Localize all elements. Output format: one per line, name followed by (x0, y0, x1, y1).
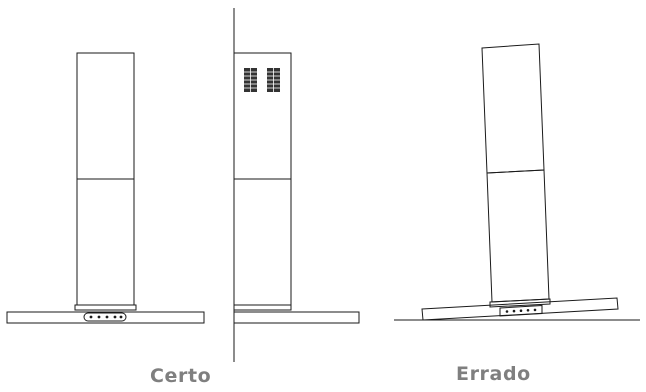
lower-chimney-front (76, 178, 135, 306)
control-buttons-front (89, 315, 123, 319)
control-panel-tilted (499, 304, 543, 317)
chimney-base-side (233, 304, 292, 311)
control-button (512, 309, 516, 313)
upper-chimney-front (76, 52, 135, 180)
caption-correct: Certo (150, 365, 212, 387)
control-panel-front (83, 312, 127, 322)
chimney-base-front (74, 304, 137, 311)
vent-slats (244, 68, 280, 92)
control-button (505, 310, 509, 313)
control-button (119, 315, 123, 319)
upper-chimney-tilted (481, 43, 545, 174)
control-button (113, 315, 117, 319)
canopy-front (6, 311, 205, 324)
control-buttons-tilted (505, 308, 537, 313)
control-button (105, 315, 109, 319)
lower-chimney-side (233, 178, 292, 306)
hood-tilted-wrong (394, 43, 640, 321)
canopy-side (233, 311, 360, 324)
control-button (97, 315, 101, 319)
hood-side-view-correct (233, 8, 360, 362)
control-button (526, 309, 530, 312)
upper-chimney-side (233, 52, 292, 180)
canopy-tilted (421, 297, 619, 321)
lower-chimney-tilted (486, 169, 550, 303)
caption-wrong: Errado (456, 363, 531, 385)
control-button (519, 309, 523, 313)
control-button (533, 308, 537, 312)
hood-front-view-correct (6, 52, 205, 324)
control-button (89, 315, 93, 319)
